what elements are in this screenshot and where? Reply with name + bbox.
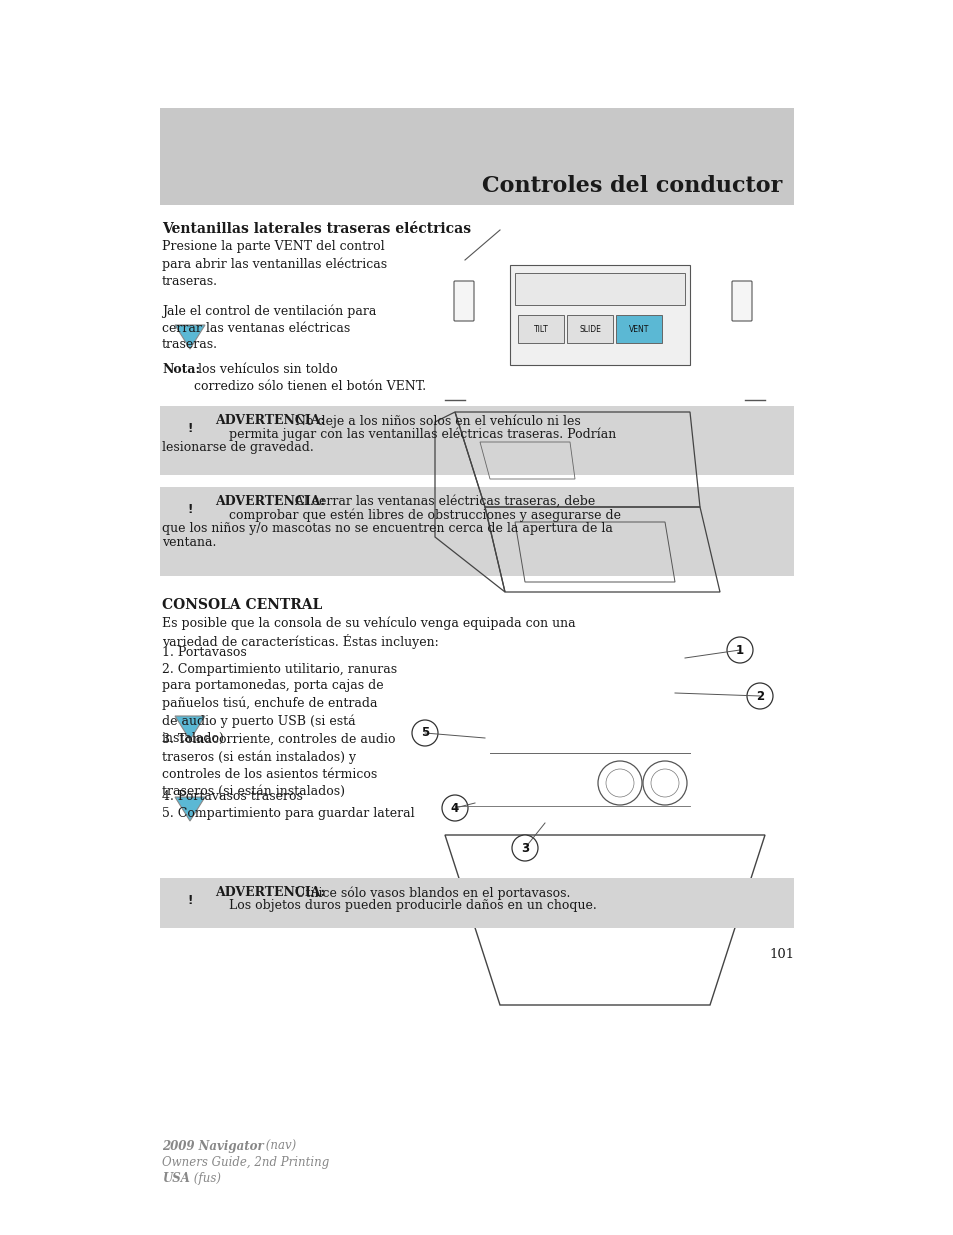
FancyBboxPatch shape	[517, 315, 563, 343]
Polygon shape	[174, 797, 205, 821]
FancyBboxPatch shape	[731, 282, 751, 321]
Text: ADVERTENCIA:: ADVERTENCIA:	[214, 495, 325, 508]
Text: 5: 5	[420, 726, 429, 740]
Text: ADVERTENCIA:: ADVERTENCIA:	[214, 885, 325, 899]
Text: SLIDE: SLIDE	[578, 325, 600, 333]
Text: Los objetos duros pueden producirle daños en un choque.: Los objetos duros pueden producirle daño…	[229, 899, 597, 913]
Text: (nav): (nav)	[262, 1140, 296, 1153]
Text: Controles del conductor: Controles del conductor	[481, 175, 781, 198]
Text: Ventanillas laterales traseras eléctricas: Ventanillas laterales traseras eléctrica…	[162, 222, 471, 236]
FancyBboxPatch shape	[454, 282, 474, 321]
FancyBboxPatch shape	[566, 315, 613, 343]
Text: Es posible que la consola de su vehículo venga equipada con una
variedad de cara: Es posible que la consola de su vehículo…	[162, 616, 575, 650]
Text: VENT: VENT	[628, 325, 648, 333]
Text: Nota:: Nota:	[162, 363, 200, 375]
FancyBboxPatch shape	[160, 406, 793, 475]
Text: (fus): (fus)	[190, 1172, 221, 1186]
Text: !: !	[187, 503, 193, 516]
Text: los vehículos sin toldo
corredizo sólo tienen el botón VENT.: los vehículos sin toldo corredizo sólo t…	[193, 363, 426, 393]
Text: CONSOLA CENTRAL: CONSOLA CENTRAL	[162, 598, 322, 613]
Circle shape	[512, 835, 537, 861]
FancyBboxPatch shape	[515, 273, 684, 305]
FancyBboxPatch shape	[160, 107, 793, 205]
Text: 3. Tomacorriente, controles de audio
traseros (si están instalados) y
controles : 3. Tomacorriente, controles de audio tra…	[162, 734, 395, 798]
Text: Jale el control de ventilación para
cerrar las ventanas eléctricas
traseras.: Jale el control de ventilación para cerr…	[162, 304, 376, 352]
Text: lesionarse de gravedad.: lesionarse de gravedad.	[162, 441, 314, 454]
Text: USA: USA	[162, 1172, 190, 1186]
Text: ADVERTENCIA:: ADVERTENCIA:	[214, 414, 325, 427]
Polygon shape	[174, 325, 205, 350]
FancyBboxPatch shape	[616, 315, 661, 343]
Text: Owners Guide, 2nd Printing: Owners Guide, 2nd Printing	[162, 1156, 329, 1170]
Text: 1: 1	[735, 643, 743, 657]
Text: permita jugar con las ventanillas eléctricas traseras. Podrían: permita jugar con las ventanillas eléctr…	[229, 427, 616, 441]
Text: TILT: TILT	[533, 325, 548, 333]
FancyBboxPatch shape	[160, 487, 793, 576]
Circle shape	[726, 637, 752, 663]
Text: 1. Portavasos: 1. Portavasos	[162, 646, 247, 659]
Circle shape	[412, 720, 437, 746]
Text: 101: 101	[769, 948, 794, 961]
Polygon shape	[174, 716, 205, 740]
Text: 3: 3	[520, 841, 529, 855]
Text: 2. Compartimiento utilitario, ranuras
para portamonedas, porta cajas de
pañuelos: 2. Compartimiento utilitario, ranuras pa…	[162, 662, 396, 745]
Text: !: !	[187, 894, 193, 906]
Text: 5. Compartimiento para guardar lateral: 5. Compartimiento para guardar lateral	[162, 806, 415, 820]
Text: Utilice sólo vasos blandos en el portavasos.: Utilice sólo vasos blandos en el portava…	[291, 885, 570, 899]
Text: Presione la parte VENT del control
para abrir las ventanillas eléctricas
trasera: Presione la parte VENT del control para …	[162, 240, 387, 288]
Text: No deje a los niños solos en el vehículo ni les: No deje a los niños solos en el vehículo…	[291, 414, 580, 427]
Text: comprobar que estén libres de obstrucciones y asegurarse de: comprobar que estén libres de obstruccio…	[229, 509, 620, 522]
Text: Al cerrar las ventanas eléctricas traseras, debe: Al cerrar las ventanas eléctricas traser…	[291, 495, 595, 508]
Text: que los niños y/o mascotas no se encuentren cerca de la apertura de la: que los niños y/o mascotas no se encuent…	[162, 522, 612, 535]
Circle shape	[746, 683, 772, 709]
Text: ventana.: ventana.	[162, 536, 216, 548]
Text: 4: 4	[451, 802, 458, 815]
Circle shape	[441, 795, 468, 821]
Text: !: !	[187, 422, 193, 435]
Text: 2009 Navigator: 2009 Navigator	[162, 1140, 263, 1153]
Text: 2: 2	[755, 689, 763, 703]
FancyBboxPatch shape	[160, 878, 793, 927]
FancyBboxPatch shape	[510, 266, 689, 366]
Text: 4. Portavasos traseros: 4. Portavasos traseros	[162, 790, 302, 803]
